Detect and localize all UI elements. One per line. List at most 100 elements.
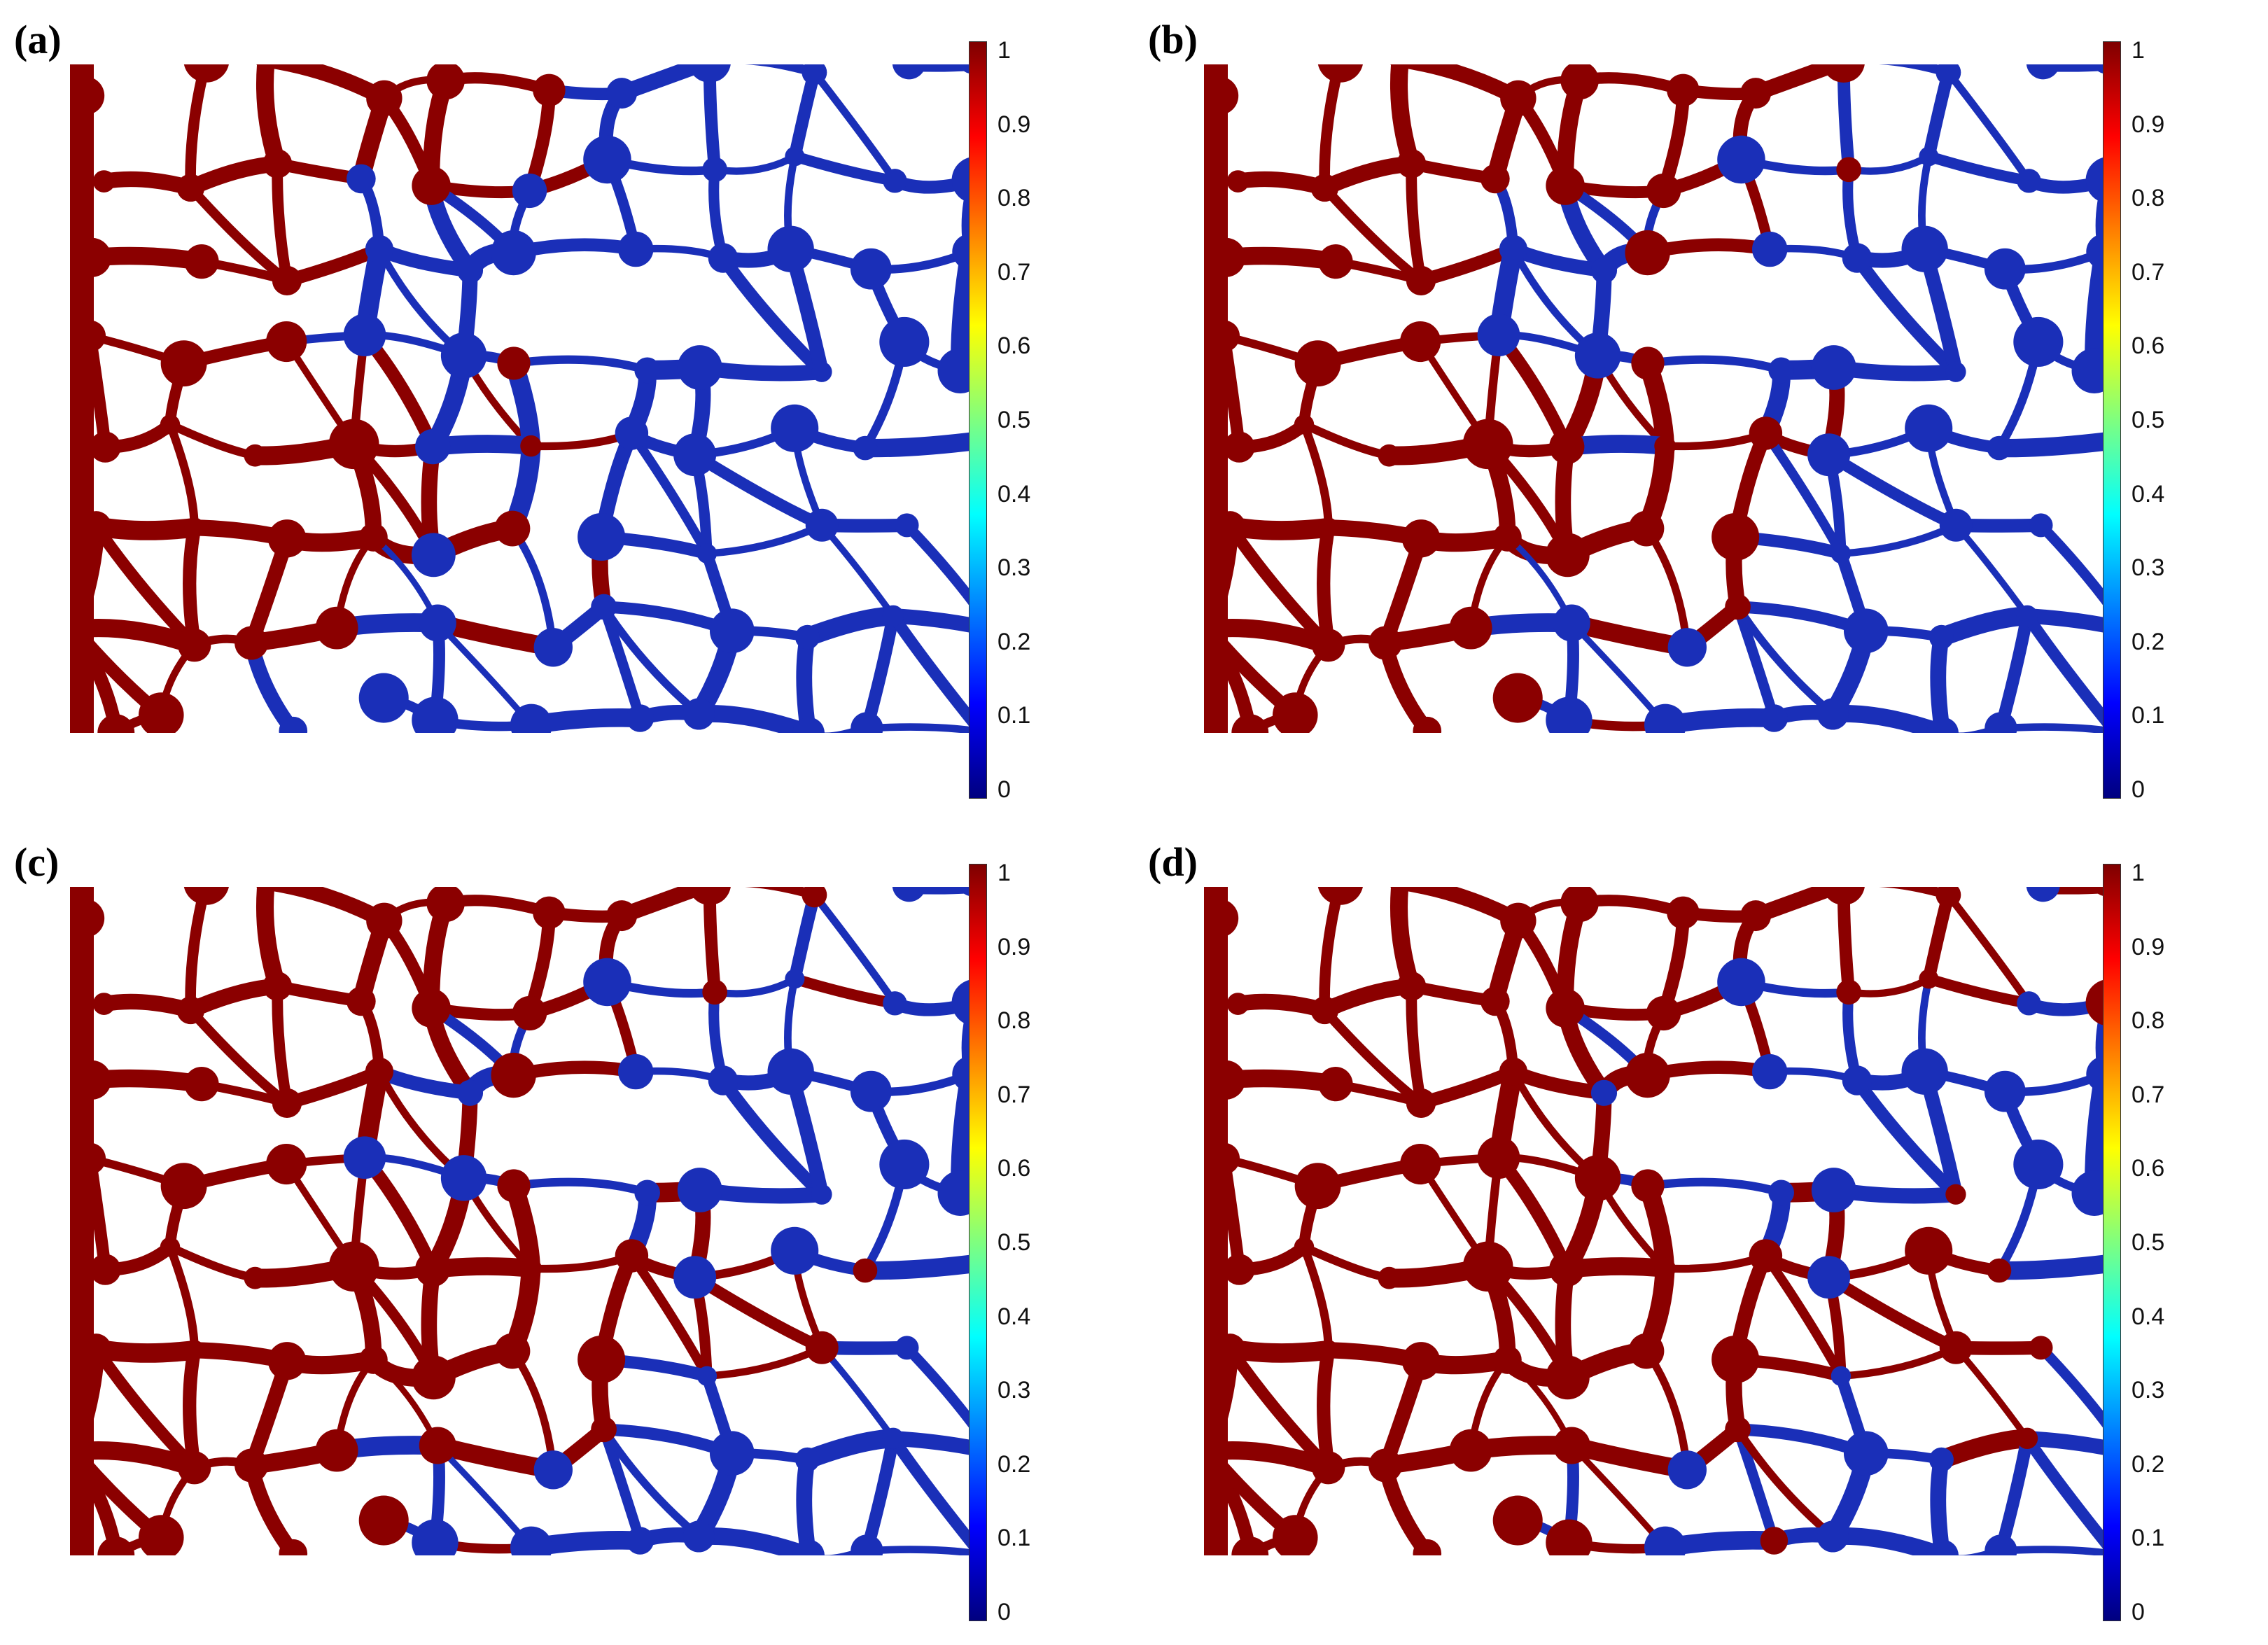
pore-body — [1390, 64, 1410, 71]
colorbar-tick-label: 0.5 — [2132, 1229, 2165, 1256]
pore-body — [256, 887, 276, 893]
pore-throat — [90, 520, 201, 652]
pore-body — [184, 1067, 219, 1102]
colorbar-tick-label: 0.2 — [997, 1450, 1031, 1478]
pore-throat — [1733, 603, 1837, 718]
pore-body — [2016, 1427, 2038, 1450]
colorbar-gradient — [2103, 41, 2121, 799]
pore-throat — [690, 1527, 818, 1555]
pore-body — [2026, 64, 2060, 80]
pore-throat — [1390, 64, 1420, 173]
pore-body — [2017, 991, 2041, 1016]
pore-body — [1462, 1241, 1513, 1292]
pore-body — [160, 340, 207, 387]
pore-body — [1901, 225, 1948, 272]
pore-body — [794, 1447, 820, 1472]
colorbar-tick-label: 0.7 — [2132, 258, 2165, 286]
pore-throat — [255, 64, 286, 173]
colorbar-tick-label: 0.7 — [997, 1081, 1031, 1108]
pore-body — [440, 332, 487, 379]
pore-body — [850, 1070, 892, 1112]
pore-throat — [1643, 355, 1786, 374]
pore-body — [677, 345, 722, 390]
pore-body — [895, 1336, 919, 1360]
pore-body — [1317, 887, 1363, 905]
pore-body — [1644, 704, 1686, 733]
pore-body — [1574, 1155, 1621, 1201]
pore-body — [456, 1079, 484, 1106]
colorbar-gradient — [2103, 864, 2121, 1621]
pore-body — [696, 1366, 718, 1386]
pore-throat — [887, 1432, 987, 1555]
colorbar-tick-label: 0.3 — [2132, 1377, 2165, 1404]
pore-body — [1317, 64, 1363, 83]
pore-body — [1500, 902, 1536, 939]
pore-body — [184, 517, 205, 538]
pore-throat — [1760, 428, 1846, 559]
panel-label: (d) — [1148, 839, 1198, 885]
pore-throat — [509, 1177, 652, 1197]
pore-body — [1378, 1266, 1401, 1289]
pore-throat — [788, 888, 821, 986]
pore-body — [2016, 605, 2038, 627]
pore-body — [1449, 1429, 1492, 1472]
pore-body — [853, 1258, 878, 1283]
pore-body — [1843, 1431, 1889, 1476]
panel-label: (b) — [1148, 17, 1198, 62]
pore-body — [709, 1431, 755, 1476]
pore-body — [1492, 1495, 1543, 1546]
pore-body — [1396, 971, 1427, 1001]
pore-body — [358, 673, 409, 723]
colorbar-tick-label: 0 — [997, 1599, 1011, 1625]
pore-throat — [860, 1432, 899, 1555]
pore-body — [1811, 1168, 1856, 1212]
pore-body — [1294, 340, 1341, 387]
pore-throat — [509, 355, 652, 374]
pore-body — [272, 1088, 302, 1118]
pore-body — [1984, 1070, 2026, 1112]
pore-body — [494, 510, 531, 547]
pore-body — [882, 605, 904, 627]
pore-body — [802, 887, 827, 908]
pore-body — [366, 902, 402, 939]
pore-body — [1740, 78, 1772, 109]
pore-body — [262, 148, 293, 178]
pore-body — [1768, 1180, 1794, 1206]
pore-body — [1625, 1052, 1670, 1098]
pore-body — [1628, 510, 1665, 547]
pore-body — [1390, 887, 1410, 893]
pore-throat — [1823, 1527, 1952, 1555]
pore-body — [1560, 887, 1599, 923]
pore-body — [1546, 696, 1592, 733]
pore-body — [617, 231, 654, 267]
colorbar-tick-label: 0.6 — [2132, 1155, 2165, 1182]
colorbar-tick-label: 0 — [2132, 1599, 2145, 1625]
pore-body — [1545, 533, 1590, 578]
pore-body — [2017, 169, 2041, 193]
pore-body — [895, 513, 919, 538]
pore-throat — [1850, 1074, 1963, 1201]
pore-throat — [716, 1074, 829, 1201]
pore-body — [272, 265, 302, 295]
pore-throat — [818, 1344, 897, 1442]
pore-body — [419, 604, 456, 642]
pore-throat — [797, 1429, 903, 1469]
pore-body — [1760, 1527, 1788, 1555]
colorbar-tick-label: 0.3 — [2132, 554, 2165, 582]
pore-body — [1751, 1054, 1788, 1090]
pore-body — [533, 896, 566, 929]
pore-body — [682, 698, 715, 730]
pore-body — [1400, 1143, 1441, 1185]
pore-throat — [1922, 66, 1955, 163]
pore-throat — [1299, 1242, 1333, 1354]
pore-body — [2013, 316, 2064, 368]
colorbar-tick-label: 1 — [2132, 860, 2145, 886]
pore-throat — [1317, 1343, 1336, 1475]
colorbar-tick-label: 0.5 — [2132, 407, 2165, 433]
pore-body — [497, 1169, 531, 1203]
pore-body — [578, 513, 626, 561]
colorbar-tick-label: 0.8 — [2132, 185, 2165, 212]
pore-throat — [1952, 522, 2031, 620]
pore-body — [606, 78, 638, 109]
colorbar-tick-label: 0.1 — [2132, 702, 2165, 729]
